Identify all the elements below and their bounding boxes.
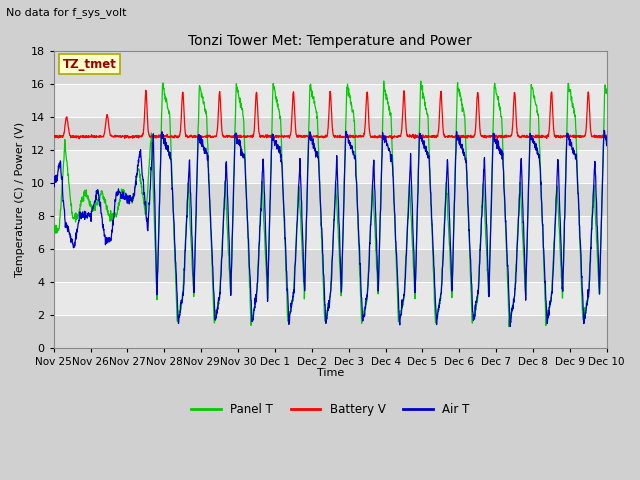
Bar xyxy=(54,51,607,84)
Bar xyxy=(54,18,607,51)
Bar xyxy=(54,249,607,282)
Text: TZ_tmet: TZ_tmet xyxy=(63,58,116,71)
Bar xyxy=(54,117,607,150)
Bar xyxy=(54,216,607,249)
Bar xyxy=(54,150,607,183)
X-axis label: Time: Time xyxy=(317,368,344,378)
Text: No data for f_sys_volt: No data for f_sys_volt xyxy=(6,7,127,18)
Bar xyxy=(54,282,607,314)
Bar xyxy=(54,314,607,348)
Y-axis label: Temperature (C) / Power (V): Temperature (C) / Power (V) xyxy=(15,121,25,277)
Title: Tonzi Tower Met: Temperature and Power: Tonzi Tower Met: Temperature and Power xyxy=(188,34,472,48)
Bar xyxy=(54,84,607,117)
Legend: Panel T, Battery V, Air T: Panel T, Battery V, Air T xyxy=(186,398,474,420)
Bar xyxy=(54,183,607,216)
